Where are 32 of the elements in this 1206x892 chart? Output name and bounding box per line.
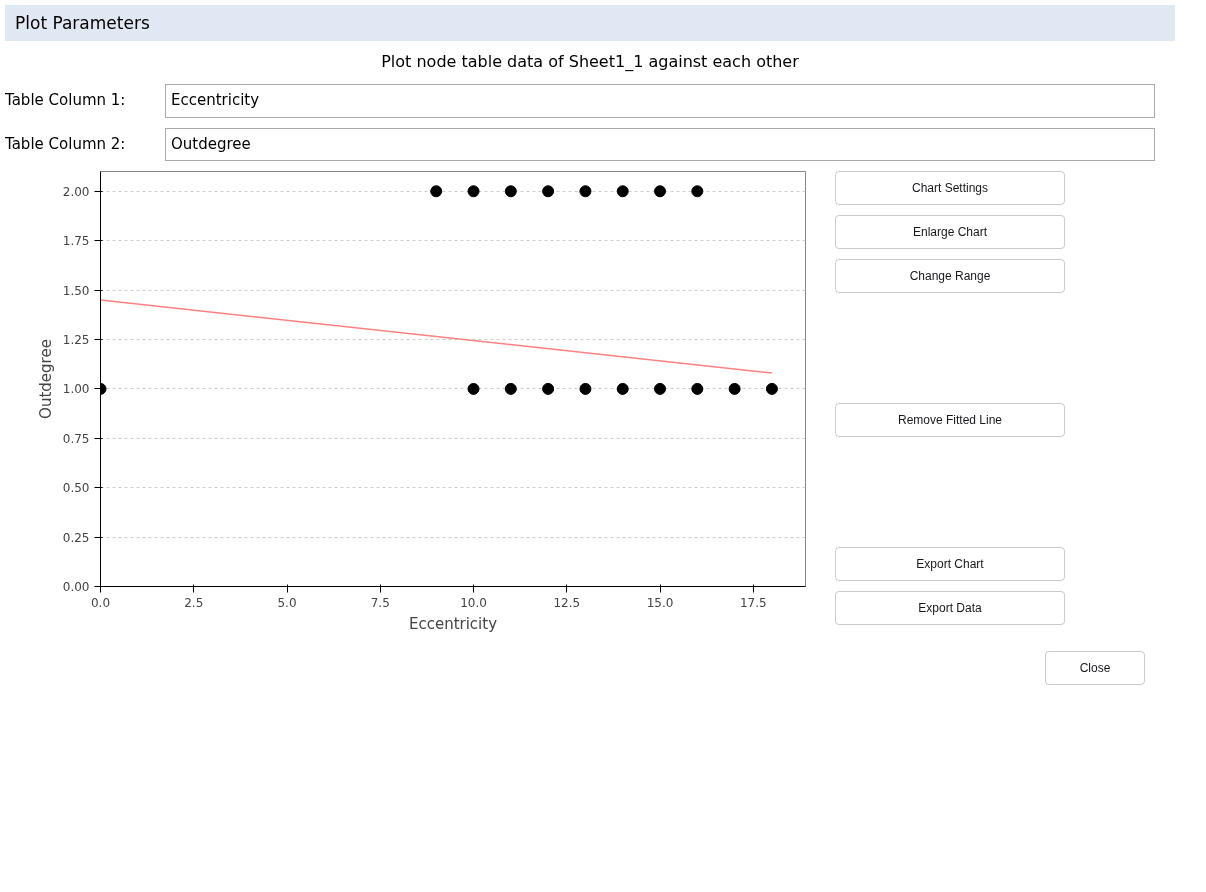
text: Plot Parameters: [15, 12, 150, 35]
y-axis-title: Outdegree: [36, 339, 55, 419]
text: Table Column 2:: [5, 133, 126, 155]
y-tick-label: 2.00: [62, 184, 90, 199]
x-tick-label: 2.5: [184, 595, 204, 610]
x-axis-title: Eccentricity: [408, 614, 498, 633]
y-tick-label: 1.50: [62, 283, 90, 298]
text: Outdegree: [171, 133, 251, 155]
text: Close: [1045, 650, 1145, 685]
x-tick-label: 12.5: [553, 595, 581, 610]
y-tick-label: 1.00: [62, 382, 90, 397]
x-tick-label: 15.0: [646, 595, 674, 610]
y-tick-label: 0.00: [62, 579, 90, 594]
text: Export Data: [835, 590, 1065, 625]
text: Enlarge Chart: [835, 214, 1065, 249]
y-tick-label: 0.25: [62, 530, 90, 545]
text: Chart Settings: [835, 170, 1065, 205]
text: Table Column 1:: [5, 90, 126, 112]
y-tick-label: 0.50: [62, 481, 90, 496]
text: Remove Fitted Line: [835, 402, 1065, 437]
y-tick-label: 0.75: [62, 431, 90, 446]
y-tick-label: 1.75: [62, 234, 90, 249]
x-tick-label: 10.0: [460, 595, 487, 610]
text: Change Range: [835, 258, 1065, 293]
text: Export Chart: [835, 546, 1065, 581]
y-tick-label: 1.25: [62, 332, 90, 347]
chart-title: Plot node table data of Sheet1_1 against each other: [381, 51, 799, 74]
x-tick-label: 7.5: [370, 595, 390, 610]
text: Eccentricity: [171, 90, 260, 112]
x-tick-label: 5.0: [277, 595, 297, 610]
x-tick-label: 0.0: [90, 595, 111, 610]
x-tick-label: 17.5: [739, 595, 767, 610]
